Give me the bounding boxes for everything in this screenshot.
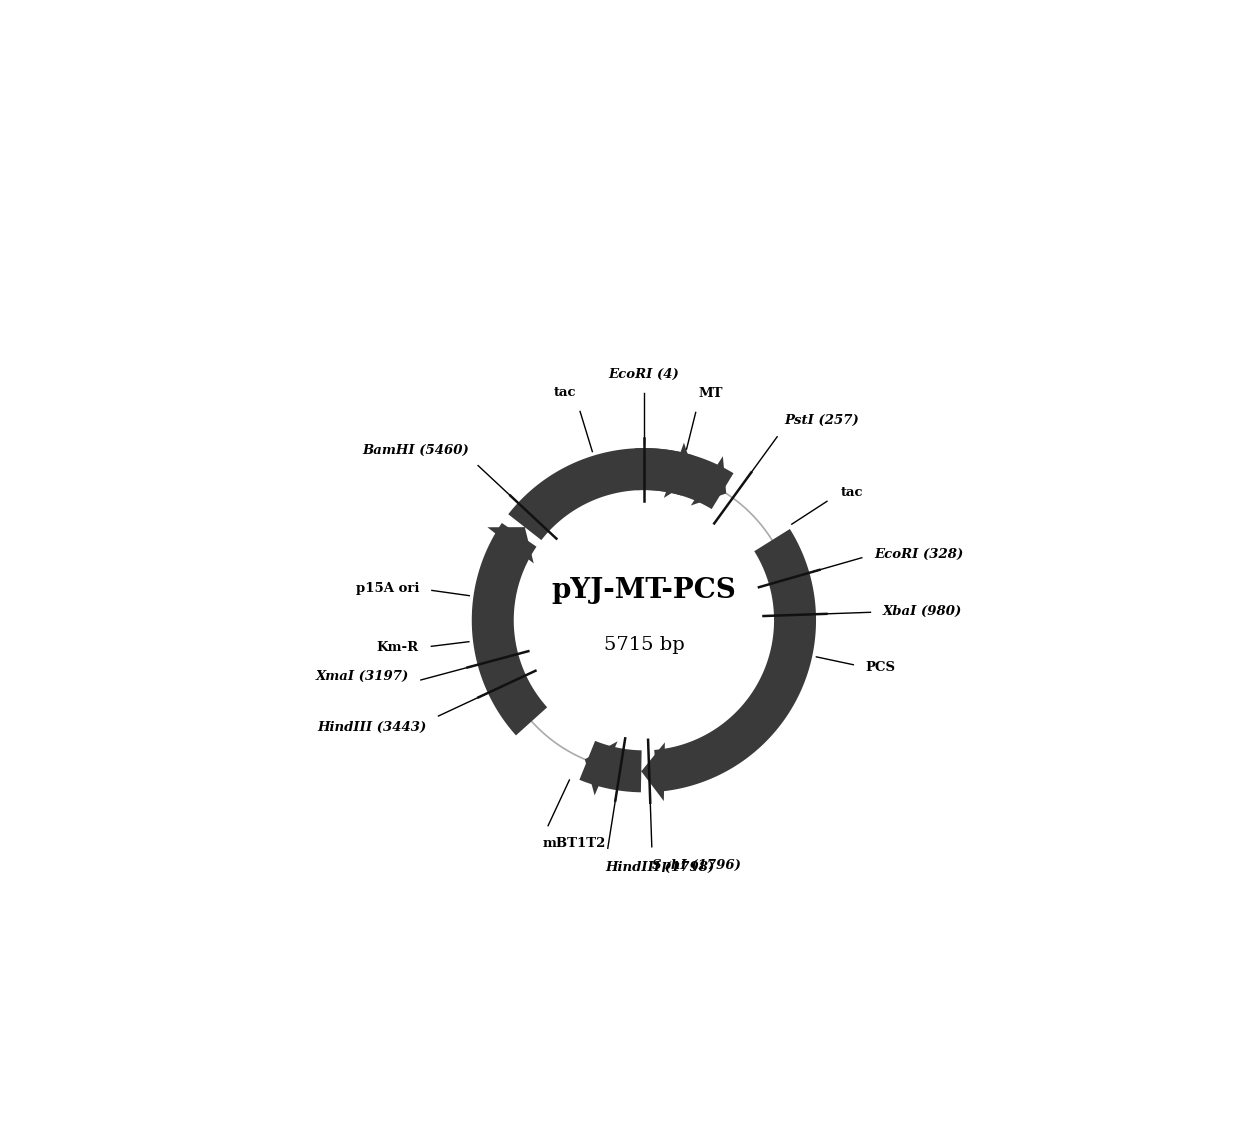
Text: EcoRI (4): EcoRI (4) bbox=[609, 368, 680, 381]
Polygon shape bbox=[487, 527, 533, 563]
Text: XbaI (980): XbaI (980) bbox=[883, 606, 962, 618]
Text: Km-R: Km-R bbox=[377, 641, 419, 654]
Polygon shape bbox=[641, 742, 665, 802]
Text: mBT1T2: mBT1T2 bbox=[543, 837, 606, 850]
Text: MT: MT bbox=[699, 387, 723, 401]
Polygon shape bbox=[691, 456, 727, 506]
Polygon shape bbox=[585, 741, 618, 796]
Text: BamHI (5460): BamHI (5460) bbox=[362, 444, 469, 457]
Text: p15A ori: p15A ori bbox=[356, 582, 419, 595]
Polygon shape bbox=[655, 529, 816, 792]
Text: PCS: PCS bbox=[866, 661, 895, 674]
Polygon shape bbox=[579, 741, 641, 792]
Text: 5715 bp: 5715 bp bbox=[604, 637, 684, 655]
Text: tac: tac bbox=[841, 485, 863, 499]
Text: EcoRI (328): EcoRI (328) bbox=[874, 547, 963, 561]
Polygon shape bbox=[508, 448, 693, 540]
Text: XmaI (3197): XmaI (3197) bbox=[315, 670, 409, 684]
Polygon shape bbox=[635, 448, 734, 510]
Text: PstI (257): PstI (257) bbox=[785, 413, 859, 427]
Text: HindIII (3443): HindIII (3443) bbox=[317, 721, 427, 734]
Polygon shape bbox=[663, 443, 696, 498]
Text: pYJ-MT-PCS: pYJ-MT-PCS bbox=[552, 577, 737, 605]
Text: tac: tac bbox=[554, 386, 577, 400]
Polygon shape bbox=[471, 523, 547, 735]
Text: SphI (1796): SphI (1796) bbox=[652, 860, 742, 872]
Text: HindIII (1798): HindIII (1798) bbox=[606, 861, 715, 874]
